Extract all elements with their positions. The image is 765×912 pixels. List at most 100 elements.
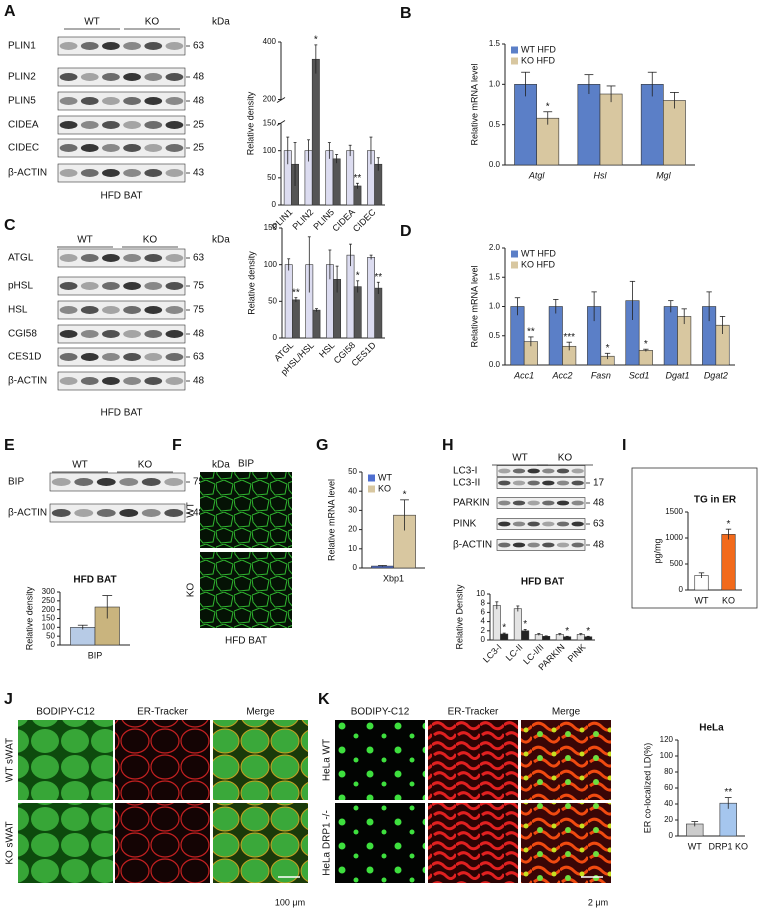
blot-band [102,254,120,262]
blot-strip [49,503,186,523]
channel-label: ER-Tracker [448,707,499,718]
blot-band [96,509,116,517]
blot-band [165,121,184,129]
row-label: KO [186,583,197,598]
panel-letter: K [318,691,330,708]
blot-band [144,97,163,105]
blot-band [556,468,570,474]
blot-strip [49,472,186,492]
y-tick-label: 40 [664,799,673,808]
x-tick-label: WT [688,841,702,851]
micrograph [200,552,292,628]
kda-value: 75 [193,477,205,488]
bar [353,286,362,339]
bar [548,306,563,366]
panel-frame [631,467,758,609]
y-tick-label: 120 [660,735,674,744]
y-axis-title: pg/mg [652,538,662,563]
blot-band [512,480,526,486]
y-axis-title: Relative mRNA level [326,479,336,561]
protein-label: β-ACTIN [8,508,47,519]
blot-band [165,377,184,385]
row-label: HeLa DRP1 -/- [322,810,333,876]
protein-label: CIDEA [8,120,39,131]
lane-group-label: KO [558,453,573,464]
significance: * [403,489,407,500]
blot-band [165,306,184,314]
micrograph [115,803,210,883]
y-tick-label: 2 [481,626,486,635]
micrograph-footer: HFD BAT [225,636,267,647]
blot-band [556,542,570,548]
blot-band [542,542,555,548]
y-tick-label: 0 [679,585,684,594]
significance: * [314,35,318,46]
y-tick-label: 50 [268,296,277,305]
blot-strip [57,347,186,367]
lane-group-label: WT [77,235,93,246]
blot-strip [496,518,586,530]
kda-value: 63 [593,519,605,530]
scale-bar-label: 100 μm [275,897,305,907]
y-axis-title: Relative mRNA level [469,265,479,347]
lane-group-label: WT [72,460,88,471]
significance: ** [374,272,382,283]
blot-band [59,144,78,152]
y-tick-label: 20 [348,525,357,534]
x-tick-label: PLIN2 [291,207,316,232]
significance: * [502,623,506,634]
micrograph [200,472,292,548]
bar [492,605,501,641]
protein-label: BIP [8,477,24,488]
blot-footer: HFD BAT [100,191,142,202]
blot-band [119,509,139,517]
significance: ** [292,287,300,298]
blot-band [527,480,540,486]
blot-band [571,521,584,527]
bar [353,185,362,206]
y-tick-label: 300 [42,587,56,596]
chart-title: HFD BAT [521,577,564,588]
bar [291,299,300,339]
protein-label: β-ACTIN [8,376,47,387]
panel-letter: B [400,5,412,22]
blot-band [498,521,511,527]
y-tick-label: 100 [660,751,674,760]
bar [663,100,686,166]
blot-band [144,73,163,81]
protein-label: CES1D [8,352,41,363]
blot-band [102,169,120,177]
significance: * [523,619,527,630]
y-tick-label: 150 [263,119,277,128]
legend-swatch [368,485,375,493]
y-tick-label: 30 [348,506,357,515]
blot-band [498,468,511,474]
blot-band [144,282,163,290]
legend-swatch [511,57,518,65]
bar [374,287,383,339]
y-tick-label: 4 [481,617,486,626]
row-label: HeLa WT [322,739,333,781]
blot-band [59,97,78,105]
blot-band [144,330,163,338]
protein-label: PINK [453,519,477,530]
micrograph [18,803,113,883]
x-tick-label: Acc1 [513,370,534,380]
blot-band [144,377,163,385]
blot-band [165,144,184,152]
y-tick-label: 50 [46,631,55,640]
y-tick-label: 1500 [665,507,683,516]
y-tick-label: 1000 [665,533,683,542]
blot-band [165,282,184,290]
y-axis-title: Relative density [246,251,256,315]
blot-band [144,306,163,314]
significance: * [356,270,360,281]
panel-letter: J [4,691,13,708]
legend-label: WT [378,472,392,482]
y-tick-label: 0.5 [489,120,501,129]
y-tick-label: 150 [42,614,56,623]
blot-strip [57,91,186,111]
bar [584,636,593,641]
blot-band [165,353,184,361]
